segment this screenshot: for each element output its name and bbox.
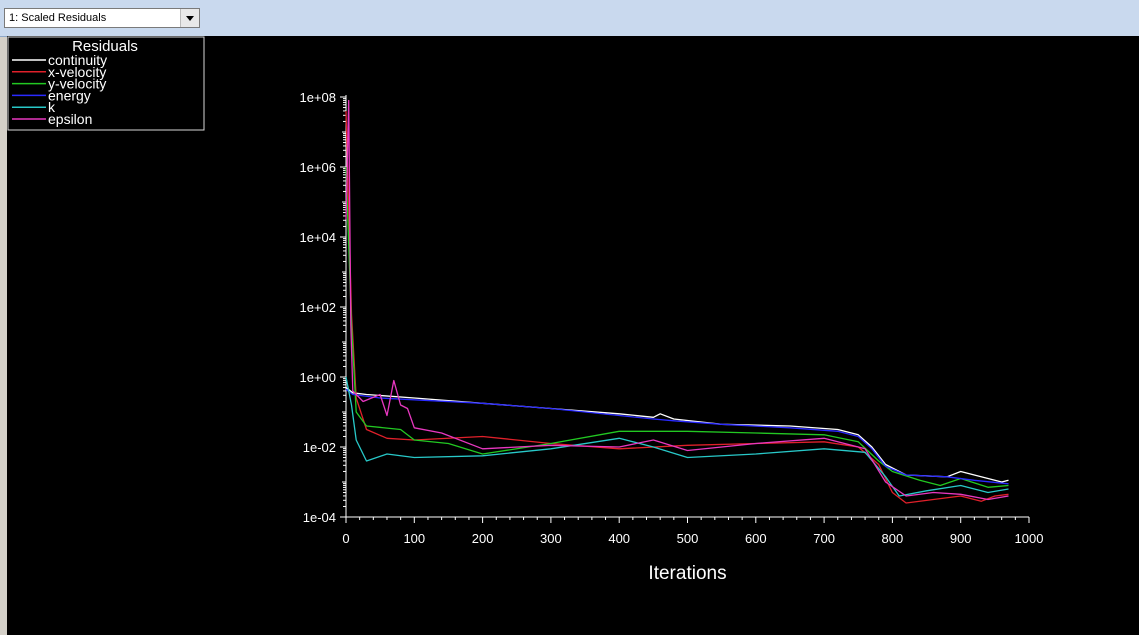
legend-entry-x-velocity: x-velocity <box>48 64 106 80</box>
x-tick-label: 800 <box>882 531 904 546</box>
x-tick-label: 200 <box>472 531 494 546</box>
y-tick-label: 1e+06 <box>299 160 336 175</box>
residuals-chart: 0 100 200 300 400 500 600 700 800 900 1000 1e-04 1e-… <box>7 36 1044 584</box>
chevron-down-icon[interactable] <box>180 9 199 27</box>
plot-selector-value: 1: Scaled Residuals <box>9 12 107 24</box>
legend-entry-energy: energy <box>48 87 91 103</box>
y-tick-label: 1e+02 <box>299 300 336 315</box>
legend-entry-continuity: continuity <box>48 52 107 68</box>
plot-selector-dropdown[interactable]: 1: Scaled Residuals <box>4 8 200 28</box>
plot-toolbar: 1: Scaled Residuals <box>0 0 1139 37</box>
series-line-k <box>345 376 1009 497</box>
x-tick-label: 100 <box>403 531 425 546</box>
x-tick-label: 700 <box>813 531 835 546</box>
y-tick-label: 1e-02 <box>303 440 336 455</box>
y-tick-label: 1e+08 <box>299 90 336 105</box>
series-line-x-velocity <box>345 110 1009 504</box>
y-tick-label: 1e+04 <box>299 230 336 245</box>
x-tick-label: 0 <box>342 531 349 546</box>
series-line-continuity <box>345 386 1009 483</box>
y-tick-label: 1e-04 <box>303 510 336 525</box>
legend-title: Residuals <box>72 38 138 55</box>
legend-entry-k: k <box>48 99 56 115</box>
x-tick-label: 300 <box>540 531 562 546</box>
x-axis-label: Iterations <box>648 563 726 584</box>
x-tick-label: 600 <box>745 531 767 546</box>
x-tick-label: 1000 <box>1015 531 1044 546</box>
x-tick-label: 400 <box>608 531 630 546</box>
plot-area: 0 100 200 300 400 500 600 700 800 900 1000 1e-04 1e-… <box>7 36 1139 635</box>
legend-entry-y-velocity: y-velocity <box>48 76 106 92</box>
y-tick-label: 1e+00 <box>299 370 336 385</box>
series-line-energy <box>345 388 1009 485</box>
x-tick-label: 500 <box>677 531 699 546</box>
series-line-y-velocity <box>345 166 1009 488</box>
series-line-epsilon <box>345 99 1009 501</box>
legend-entry-epsilon: epsilon <box>48 111 92 127</box>
x-tick-label: 900 <box>950 531 972 546</box>
